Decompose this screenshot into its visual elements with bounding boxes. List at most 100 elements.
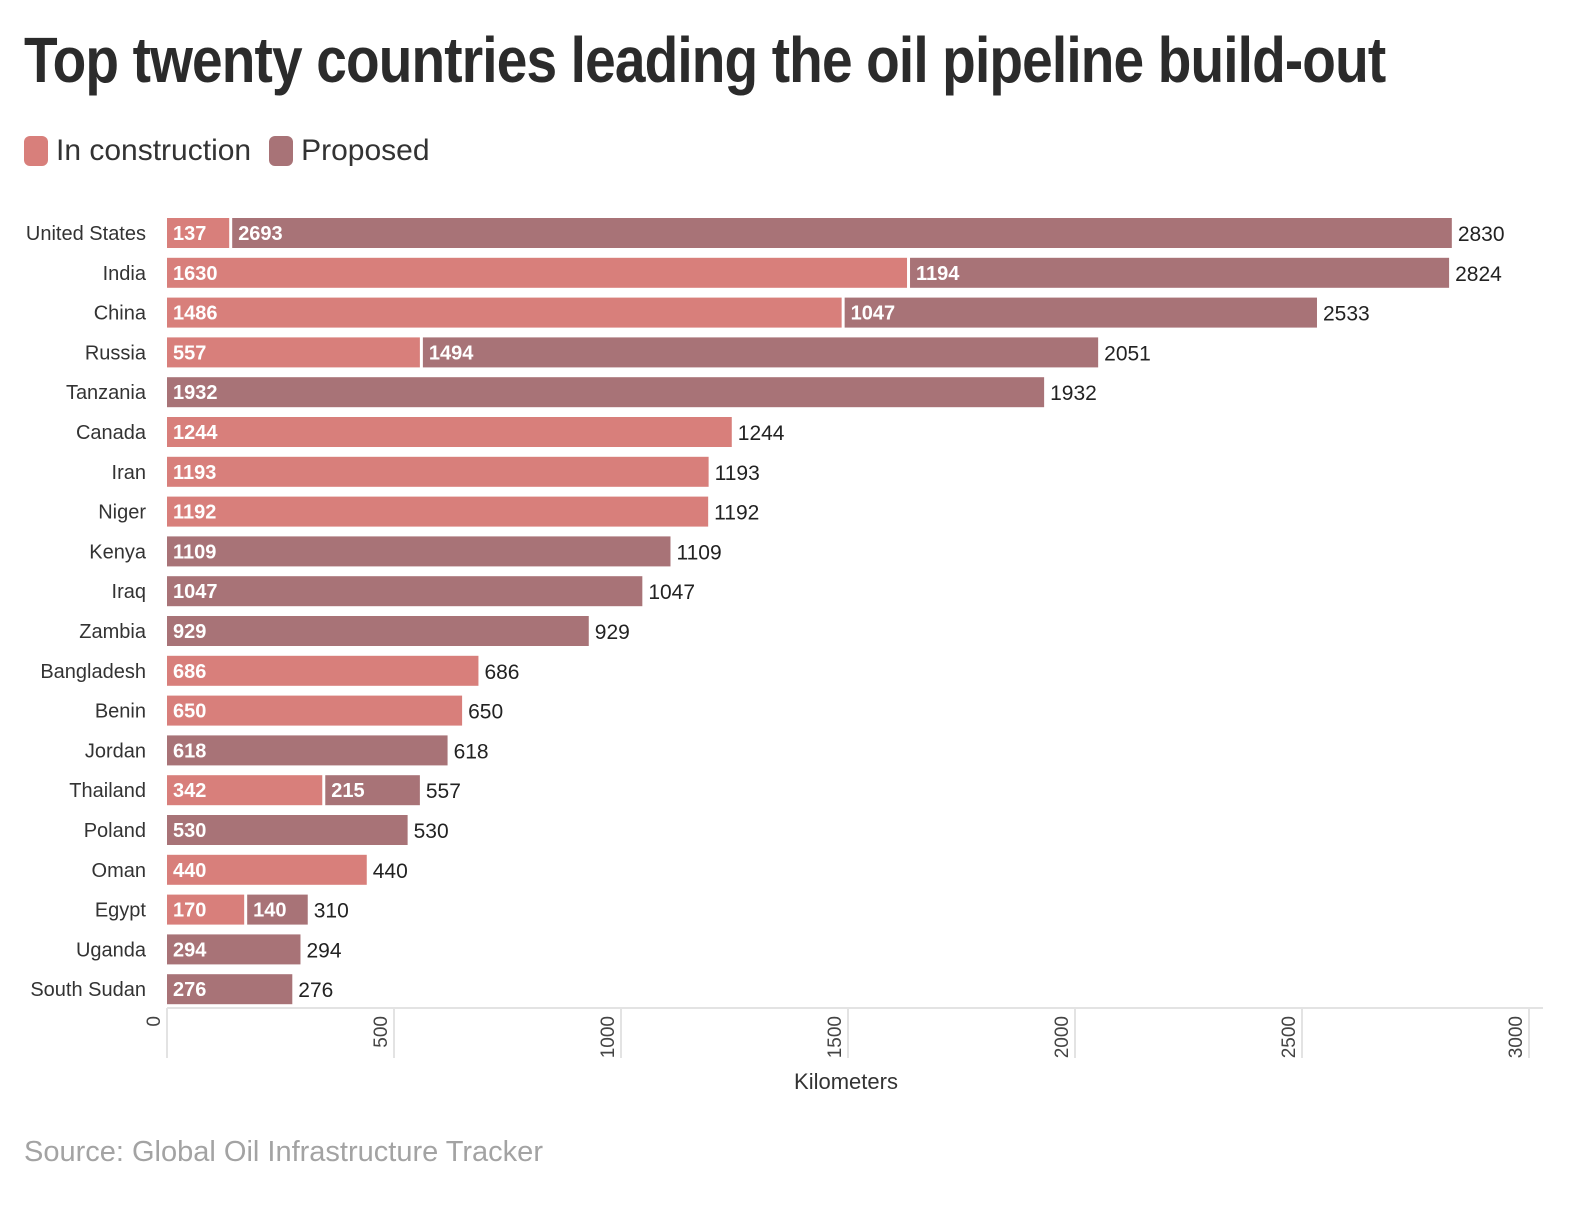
bar-value-proposed-uganda: 294 — [173, 939, 207, 961]
total-label-niger: 1192 — [714, 502, 759, 525]
total-label-jordan: 618 — [454, 740, 489, 763]
country-label-uganda: Uganda — [76, 939, 147, 961]
bar-in-construction-egypt — [167, 894, 245, 925]
bar-value-proposed-kenya: 1109 — [173, 541, 216, 563]
bar-in-construction-china — [167, 297, 842, 328]
country-label-benin: Benin — [95, 701, 146, 723]
country-label-thailand: Thailand — [69, 780, 146, 802]
bar-in-construction-canada — [167, 417, 732, 447]
bar-value-proposed-russia: 1494 — [429, 342, 474, 364]
bar-proposed-kenya — [167, 536, 671, 567]
bar-value-in-construction-bangladesh: 686 — [173, 661, 206, 683]
total-label-china: 2533 — [1323, 303, 1370, 326]
total-label-south-sudan: 276 — [298, 979, 333, 1002]
bar-value-proposed-thailand: 215 — [331, 780, 364, 802]
legend-label-proposed: Proposed — [301, 134, 430, 167]
total-label-russia: 2051 — [1104, 342, 1151, 365]
bar-proposed-jordan — [167, 735, 448, 766]
country-label-canada: Canada — [76, 422, 147, 444]
total-label-india: 2824 — [1455, 263, 1502, 286]
bar-in-construction-bangladesh — [167, 655, 479, 686]
country-label-iraq: Iraq — [112, 581, 146, 603]
x-tick-label-0: 0 — [144, 1016, 165, 1027]
bar-value-proposed-zambia: 929 — [173, 621, 206, 643]
total-label-egypt: 310 — [314, 900, 349, 923]
x-axis-title: Kilometers — [794, 1069, 898, 1094]
bar-proposed-united-states — [232, 218, 1452, 248]
bar-proposed-poland — [167, 815, 408, 845]
country-label-oman: Oman — [92, 860, 146, 882]
country-label-kenya: Kenya — [89, 541, 147, 563]
bar-proposed-thailand — [325, 775, 420, 806]
bar-value-in-construction-canada: 1244 — [173, 422, 218, 444]
country-label-iran: Iran — [112, 462, 146, 484]
country-label-jordan: Jordan — [85, 740, 146, 762]
total-label-zambia: 929 — [595, 621, 630, 644]
country-label-tanzania: Tanzania — [66, 382, 147, 404]
bar-proposed-iraq — [167, 576, 643, 607]
total-label-canada: 1244 — [738, 422, 785, 445]
bar-value-proposed-egypt: 140 — [253, 900, 286, 922]
bar-value-proposed-poland: 530 — [173, 820, 206, 842]
total-label-benin: 650 — [468, 701, 503, 724]
bar-in-construction-russia — [167, 337, 420, 368]
country-label-bangladesh: Bangladesh — [40, 661, 146, 683]
country-label-china: China — [94, 303, 147, 325]
total-label-iraq: 1047 — [648, 581, 695, 604]
bar-value-in-construction-united-states: 137 — [173, 223, 206, 245]
total-label-bangladesh: 686 — [484, 661, 519, 684]
bar-in-construction-india — [167, 257, 908, 288]
total-label-iran: 1193 — [715, 462, 760, 485]
bar-value-in-construction-niger: 1192 — [173, 502, 216, 524]
country-label-united-states: United States — [26, 223, 146, 245]
bar-in-construction-niger — [167, 496, 709, 527]
legend-swatch-in-construction — [24, 136, 48, 166]
bar-value-in-construction-china: 1486 — [173, 303, 218, 325]
bar-value-proposed-united-states: 2693 — [238, 223, 283, 245]
total-label-poland: 530 — [414, 820, 449, 843]
bar-in-construction-benin — [167, 695, 463, 726]
bar-proposed-uganda — [167, 934, 301, 965]
bar-value-in-construction-egypt: 170 — [173, 900, 206, 922]
bar-value-in-construction-thailand: 342 — [173, 780, 206, 802]
bar-proposed-russia — [422, 337, 1099, 368]
bar-in-construction-united-states — [167, 218, 230, 248]
country-label-south-sudan: South Sudan — [30, 979, 146, 1001]
x-tick-label-2000: 2000 — [1052, 1016, 1073, 1058]
bar-value-in-construction-benin: 650 — [173, 701, 206, 723]
bar-value-proposed-china: 1047 — [851, 303, 896, 325]
x-tick-label-2500: 2500 — [1279, 1016, 1300, 1058]
bar-in-construction-oman — [167, 854, 367, 885]
source-note: Source: Global Oil Infrastructure Tracke… — [24, 1136, 543, 1168]
legend-item-proposed: Proposed — [269, 134, 430, 168]
x-tick-label-1500: 1500 — [825, 1016, 846, 1058]
x-tick-label-3000: 3000 — [1506, 1016, 1527, 1058]
bar-proposed-india — [910, 257, 1450, 288]
country-label-egypt: Egypt — [95, 900, 147, 922]
country-label-zambia: Zambia — [79, 621, 147, 643]
x-tick-label-1000: 1000 — [598, 1016, 619, 1058]
bar-value-proposed-tanzania: 1932 — [173, 382, 218, 404]
legend-label-in-construction: In construction — [56, 134, 252, 167]
legend-item-in-construction: In construction — [24, 134, 251, 168]
total-label-tanzania: 1932 — [1050, 382, 1097, 405]
bar-proposed-zambia — [167, 616, 589, 646]
bar-value-in-construction-india: 1630 — [173, 263, 218, 285]
bar-proposed-south-sudan — [167, 974, 293, 1005]
bar-value-in-construction-oman: 440 — [173, 860, 206, 882]
total-label-kenya: 1109 — [676, 541, 721, 564]
bar-in-construction-thailand — [167, 775, 323, 806]
country-label-russia: Russia — [85, 342, 147, 364]
bar-proposed-china — [844, 297, 1317, 328]
bar-value-proposed-jordan: 618 — [173, 740, 206, 762]
bar-in-construction-iran — [167, 456, 709, 487]
bar-value-in-construction-russia: 557 — [173, 342, 206, 364]
country-label-poland: Poland — [84, 820, 146, 842]
bar-proposed-tanzania — [167, 377, 1045, 408]
bar-value-in-construction-iran: 1193 — [173, 462, 216, 484]
total-label-oman: 440 — [373, 860, 408, 883]
legend: In construction Proposed — [24, 134, 430, 168]
country-label-india: India — [103, 263, 147, 285]
total-label-thailand: 557 — [426, 780, 461, 803]
